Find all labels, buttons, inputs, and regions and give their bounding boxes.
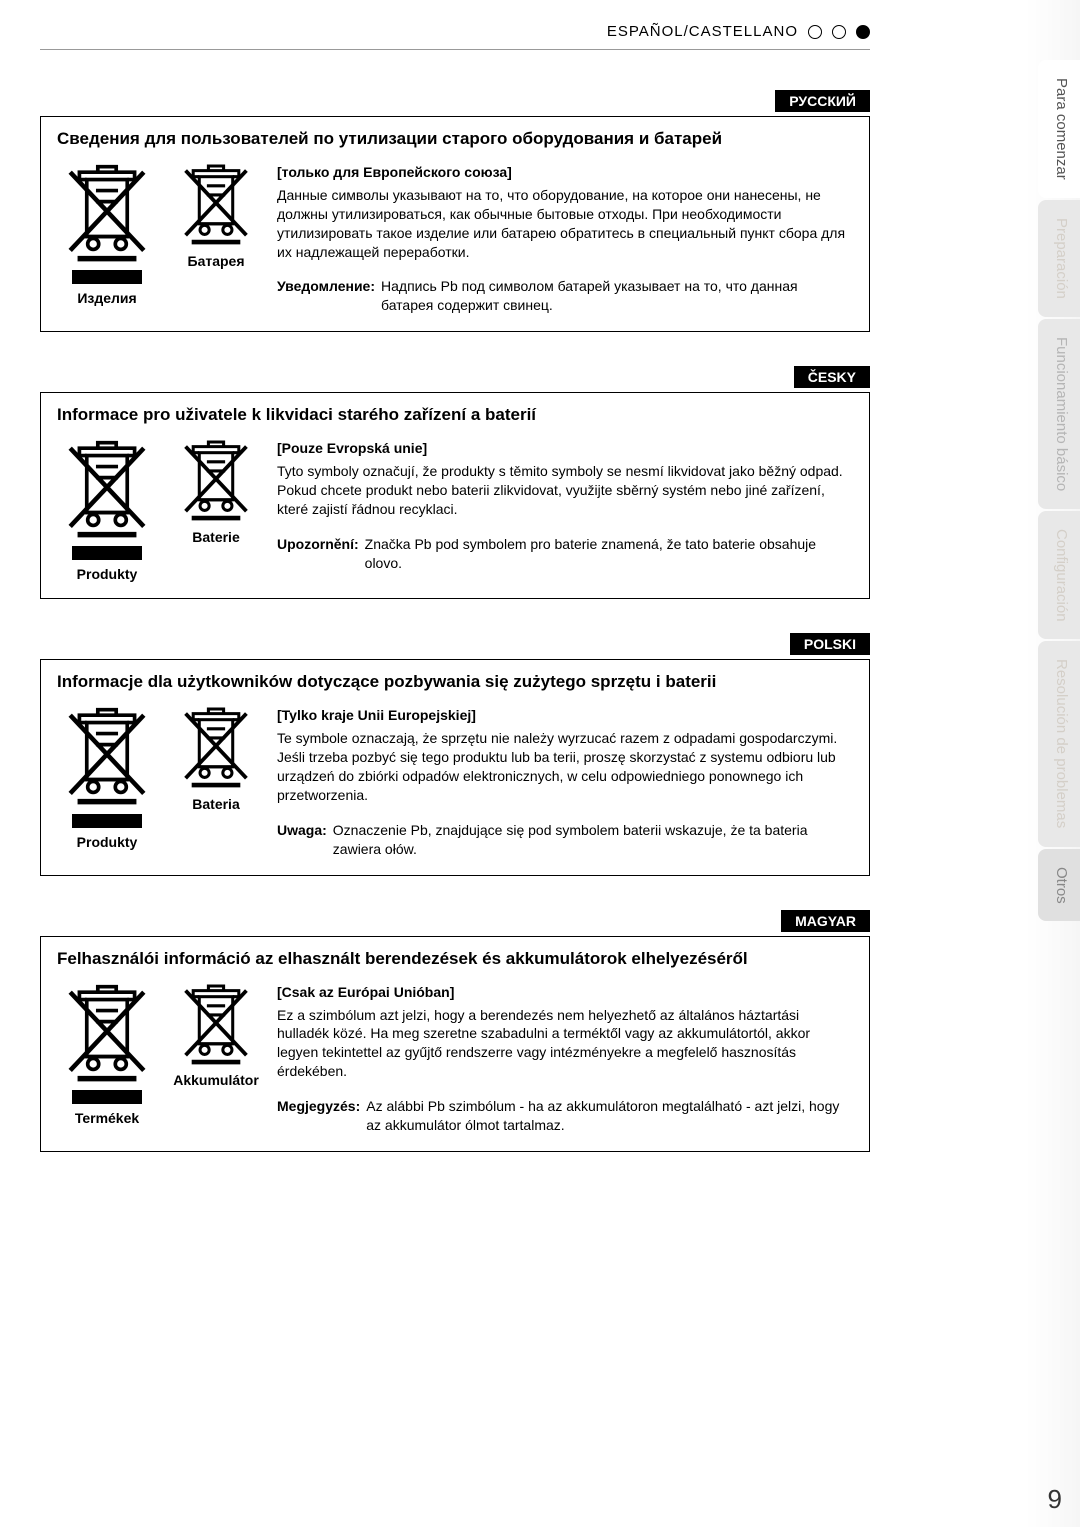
text-column: [Csak az Európai Unióban] Ez a szimbólum…: [277, 983, 853, 1135]
product-icon-block: Изделия: [57, 163, 157, 306]
header-dot-2: [832, 25, 846, 39]
section-title: Informace pro uživatele k likvidaci star…: [57, 405, 853, 425]
page-number: 9: [1048, 1484, 1062, 1515]
weee-bin-icon: [178, 706, 254, 790]
product-label: Produkty: [57, 834, 157, 850]
notice-text: Надпись Pb под символом батарей указывае…: [381, 277, 853, 315]
side-tab[interactable]: Otros: [1038, 849, 1080, 922]
product-label: Termékek: [57, 1110, 157, 1126]
disposal-section: Informace pro uživatele k likvidaci star…: [40, 392, 870, 599]
battery-icon-block: Akkumulátor: [173, 983, 259, 1089]
weee-bin-icon: [61, 439, 153, 540]
battery-label: Baterie: [173, 529, 259, 545]
weee-bin-icon: [61, 706, 153, 807]
language-pill: MAGYAR: [781, 910, 870, 932]
header-language: ESPAÑOL/CASTELLANO: [607, 23, 798, 40]
notice-row: Upozornění: Značka Pb pod symbolem pro b…: [277, 535, 853, 573]
battery-icon-block: Baterie: [173, 439, 259, 545]
weee-bin-icon: [61, 163, 153, 264]
section-title: Informacje dla użytkowników dotyczące po…: [57, 672, 853, 692]
notice-row: Уведомление: Надпись Pb под символом бат…: [277, 277, 853, 315]
product-icon-block: Termékek: [57, 983, 157, 1126]
language-pill: POLSKI: [790, 633, 870, 655]
notice-label: Upozornění:: [277, 535, 359, 573]
side-tab[interactable]: Resolución de problemas: [1038, 641, 1080, 846]
header-dot-1: [808, 25, 822, 39]
notice-label: Uwaga:: [277, 821, 327, 859]
black-bar: [72, 1090, 142, 1104]
language-pill: ČESKY: [794, 366, 870, 388]
side-tab[interactable]: Funcionamiento básico: [1038, 319, 1080, 509]
side-tab[interactable]: Preparación: [1038, 200, 1080, 317]
side-tab[interactable]: Configuración: [1038, 511, 1080, 640]
notice-label: Megjegyzés:: [277, 1097, 360, 1135]
black-bar: [72, 546, 142, 560]
notice-text: Značka Pb pod symbolem pro baterie zname…: [365, 535, 853, 573]
notice-text: Oznaczenie Pb, znajdujące się pod symbol…: [333, 821, 853, 859]
icons-column: Produkty Baterie: [57, 439, 259, 582]
paragraph: Ez a szimbólum azt jelzi, hogy a berende…: [277, 1006, 853, 1082]
paragraph: Te symbole oznaczają, że sprzętu nie nal…: [277, 729, 853, 805]
header-dot-3: [856, 25, 870, 39]
disposal-section: Сведения для пользователей по утилизации…: [40, 116, 870, 332]
product-label: Изделия: [57, 290, 157, 306]
paragraph: Tyto symboly označují, že produkty s těm…: [277, 462, 853, 519]
text-column: [только для Европейского союза] Данные с…: [277, 163, 853, 315]
eu-subhead: [только для Европейского союза]: [277, 163, 853, 182]
notice-row: Uwaga: Oznaczenie Pb, znajdujące się pod…: [277, 821, 853, 859]
eu-subhead: [Tylko kraje Unii Europejskiej]: [277, 706, 853, 725]
section-title: Сведения для пользователей по утилизации…: [57, 129, 853, 149]
text-column: [Tylko kraje Unii Europejskiej] Te symbo…: [277, 706, 853, 858]
icons-column: Produkty Bateria: [57, 706, 259, 858]
product-icon-block: Produkty: [57, 439, 157, 582]
eu-subhead: [Csak az Európai Unióban]: [277, 983, 853, 1002]
product-icon-block: Produkty: [57, 706, 157, 849]
product-label: Produkty: [57, 566, 157, 582]
text-column: [Pouze Evropská unie] Tyto symboly označ…: [277, 439, 853, 582]
battery-icon-block: Bateria: [173, 706, 259, 812]
disposal-section: Felhasználói információ az elhasznált be…: [40, 936, 870, 1152]
paragraph: Данные символы указывают на то, что обор…: [277, 186, 853, 262]
weee-bin-icon: [178, 983, 254, 1067]
battery-icon-block: Батарея: [173, 163, 259, 269]
eu-subhead: [Pouze Evropská unie]: [277, 439, 853, 458]
weee-bin-icon: [178, 439, 254, 523]
black-bar: [72, 814, 142, 828]
language-pill: РУССКИЙ: [775, 90, 870, 112]
side-tab[interactable]: Para comenzar: [1038, 60, 1080, 198]
page-content: ESPAÑOL/CASTELLANO РУССКИЙ Сведения для …: [40, 20, 870, 1186]
disposal-section: Informacje dla użytkowników dotyczące po…: [40, 659, 870, 875]
weee-bin-icon: [178, 163, 254, 247]
section-title: Felhasználói információ az elhasznált be…: [57, 949, 853, 969]
black-bar: [72, 270, 142, 284]
side-tabs: Para comenzarPreparaciónFuncionamiento b…: [1038, 60, 1080, 923]
icons-column: Изделия Батарея: [57, 163, 259, 315]
battery-label: Батарея: [173, 253, 259, 269]
notice-label: Уведомление:: [277, 277, 375, 315]
weee-bin-icon: [61, 983, 153, 1084]
notice-row: Megjegyzés: Az alábbi Pb szimbólum - ha …: [277, 1097, 853, 1135]
battery-label: Akkumulátor: [173, 1072, 259, 1088]
battery-label: Bateria: [173, 796, 259, 812]
icons-column: Termékek Akkumulátor: [57, 983, 259, 1135]
notice-text: Az alábbi Pb szimbólum - ha az akkumulát…: [366, 1097, 853, 1135]
header-bar: ESPAÑOL/CASTELLANO: [40, 20, 870, 50]
